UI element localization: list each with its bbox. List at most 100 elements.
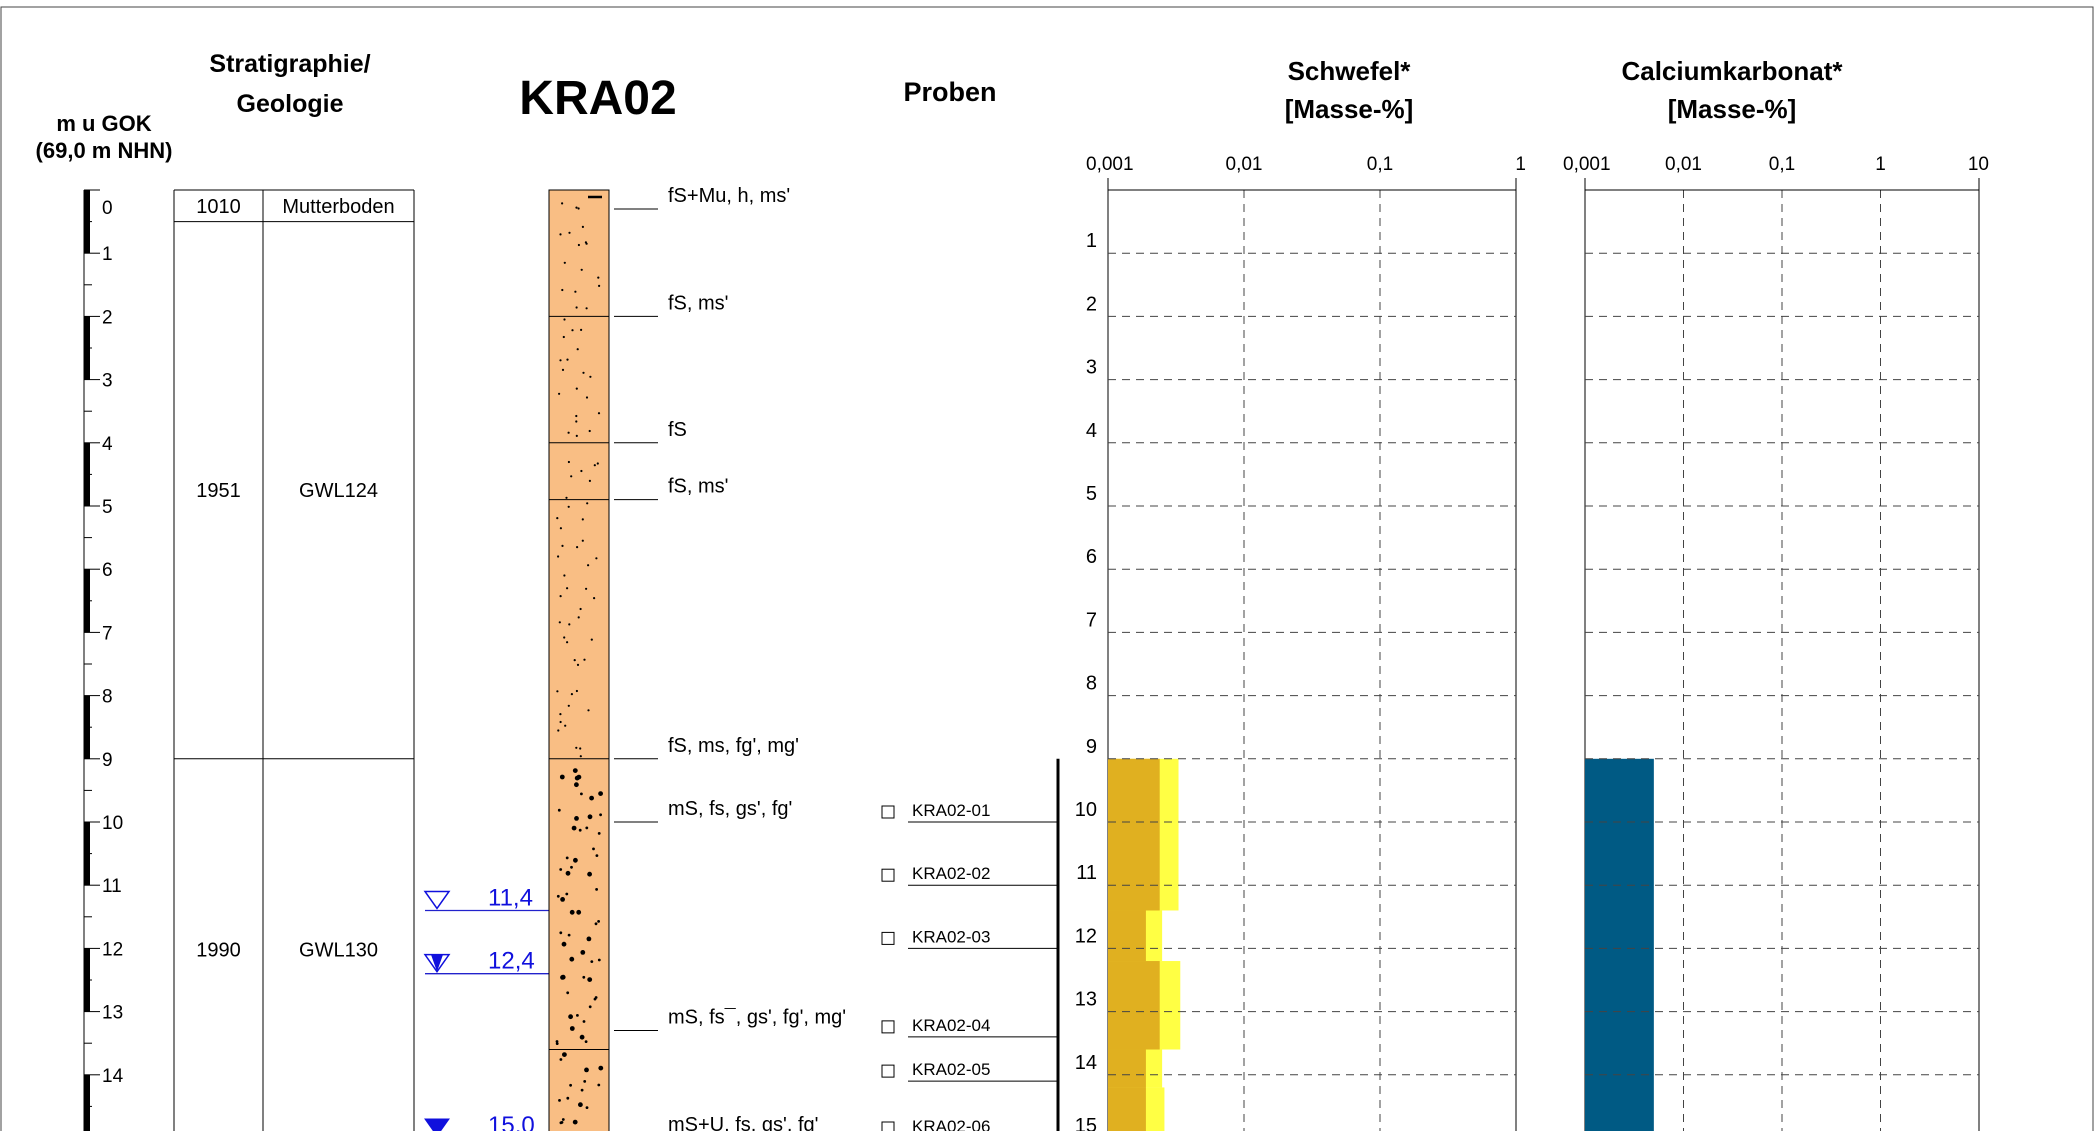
stipple-dot — [577, 243, 581, 247]
stipple-dot — [556, 517, 559, 520]
stipple-dot — [588, 429, 591, 433]
stipple-dot — [568, 231, 571, 234]
lithology-description: fS, ms' — [668, 476, 729, 498]
lithology-description: mS, fs, gs', fg' — [668, 798, 792, 820]
depth-row-label: 11 — [1076, 862, 1097, 884]
stipple-dot — [582, 371, 585, 374]
water-level-label: 15,0 — [488, 1112, 535, 1131]
stipple-dot — [565, 870, 571, 876]
calcium-header-line2: [Masse-%] — [1668, 94, 1797, 124]
depth-row-label: 10 — [1075, 799, 1097, 821]
stipple-dot — [570, 865, 573, 869]
stipple-dot — [567, 704, 570, 707]
depth-header: m u GOK (69,0 m NHN) — [36, 111, 173, 163]
stipple-dot — [563, 636, 566, 639]
stipple-dot — [559, 527, 563, 530]
stipple-dot — [559, 774, 565, 780]
water-level-label: 11,4 — [488, 884, 533, 911]
sample-label: KRA02-01 — [912, 801, 990, 820]
stipple-dot — [587, 709, 590, 712]
stratigraphy-header-line2: Geologie — [237, 90, 344, 118]
stipple-dot — [598, 1065, 604, 1071]
stipple-dot — [584, 1067, 589, 1073]
stipple-dot — [572, 1119, 578, 1125]
stipple-dot — [595, 854, 599, 857]
stipple-dot — [585, 396, 589, 399]
stratigraphy-header-line1: Stratigraphie/ — [209, 50, 370, 78]
stipple-dot — [580, 328, 583, 331]
stipple-dot — [568, 623, 571, 626]
stipple-dot — [555, 1040, 559, 1043]
stipple-dot — [569, 1026, 575, 1031]
stipple-dot — [561, 1118, 565, 1121]
stipple-dot — [586, 502, 589, 505]
depth-tick-label: 1 — [102, 244, 113, 265]
stipple-dot — [580, 469, 583, 473]
stipple-dot — [578, 1102, 583, 1108]
stipple-dot — [561, 544, 564, 548]
strat-unit-name: GWL124 — [299, 480, 378, 502]
stipple-dot — [581, 539, 584, 542]
stipple-dot — [575, 387, 578, 390]
strat-unit-name: Mutterboden — [282, 196, 394, 218]
stipple-dot — [587, 871, 592, 877]
stipple-dot — [568, 1014, 573, 1020]
stipple-dot — [580, 1088, 584, 1092]
sample-label: KRA02-05 — [912, 1060, 990, 1079]
depth-tick-label: 2 — [102, 307, 113, 328]
stipple-dot — [578, 828, 582, 832]
stipple-dot — [598, 791, 603, 796]
stipple-dot — [577, 207, 580, 210]
stipple-dot — [561, 368, 565, 371]
stipple-dot — [597, 276, 600, 279]
calcium-bar — [1585, 758, 1654, 1131]
stipple-dot — [575, 414, 578, 418]
sample-box-icon — [881, 1020, 895, 1034]
depth-tick-label: 13 — [102, 1003, 123, 1024]
stipple-dot — [566, 641, 569, 644]
depth-scale-segment — [84, 1074, 90, 1131]
stipple-dot — [592, 847, 595, 851]
stipple-dot — [589, 795, 594, 801]
stipple-dot — [576, 909, 582, 915]
stipple-dot — [593, 464, 596, 467]
depth-row-label: 15 — [1075, 1115, 1097, 1131]
stipple-dot — [579, 1034, 585, 1040]
depth-row-label: 2 — [1086, 293, 1097, 315]
stipple-dot — [583, 1080, 587, 1083]
calcium-x-tick-label: 1 — [1875, 154, 1886, 175]
stipple-dot — [597, 958, 601, 962]
sample-box-icon — [881, 805, 895, 819]
depth-tick-label: 12 — [102, 939, 123, 960]
depth-tick-label: 5 — [102, 497, 113, 518]
stipple-dot — [576, 348, 579, 351]
lithology-description: fS, ms' — [668, 292, 729, 314]
samples-column: KRA02-01 KRA02-02 KRA02-03 KRA02-04 KRA02-05… — [881, 758, 1060, 1131]
stipple-dot — [559, 720, 562, 724]
depth-row-label: 5 — [1086, 483, 1097, 505]
sulfur-bar — [1108, 1049, 1146, 1088]
lithology-stipple — [555, 202, 604, 1125]
sample-label: KRA02-04 — [912, 1016, 990, 1035]
calcium-header: Calciumkarbonat* [Masse-%] — [1621, 56, 1843, 124]
stipple-dot — [565, 892, 569, 896]
borehole-title: KRA02 — [519, 72, 676, 125]
sample-label: KRA02-02 — [912, 864, 990, 883]
stipple-dot — [563, 261, 566, 264]
stipple-dot — [569, 956, 575, 962]
stipple-dot — [582, 975, 586, 979]
stipple-dot — [564, 724, 567, 727]
stipple-dot — [595, 888, 598, 891]
sulfur-bar — [1108, 961, 1160, 1050]
stipple-dot — [597, 832, 601, 835]
stipple-dot — [571, 329, 574, 332]
depth-header-line1: m u GOK — [56, 111, 151, 136]
stipple-dot — [599, 813, 602, 817]
stipple-dot — [587, 977, 593, 982]
stipple-dot — [575, 306, 578, 309]
stipple-dot — [594, 922, 598, 926]
stipple-dot — [579, 747, 582, 750]
stratigraphy-header: Stratigraphie/ Geologie — [209, 50, 370, 118]
